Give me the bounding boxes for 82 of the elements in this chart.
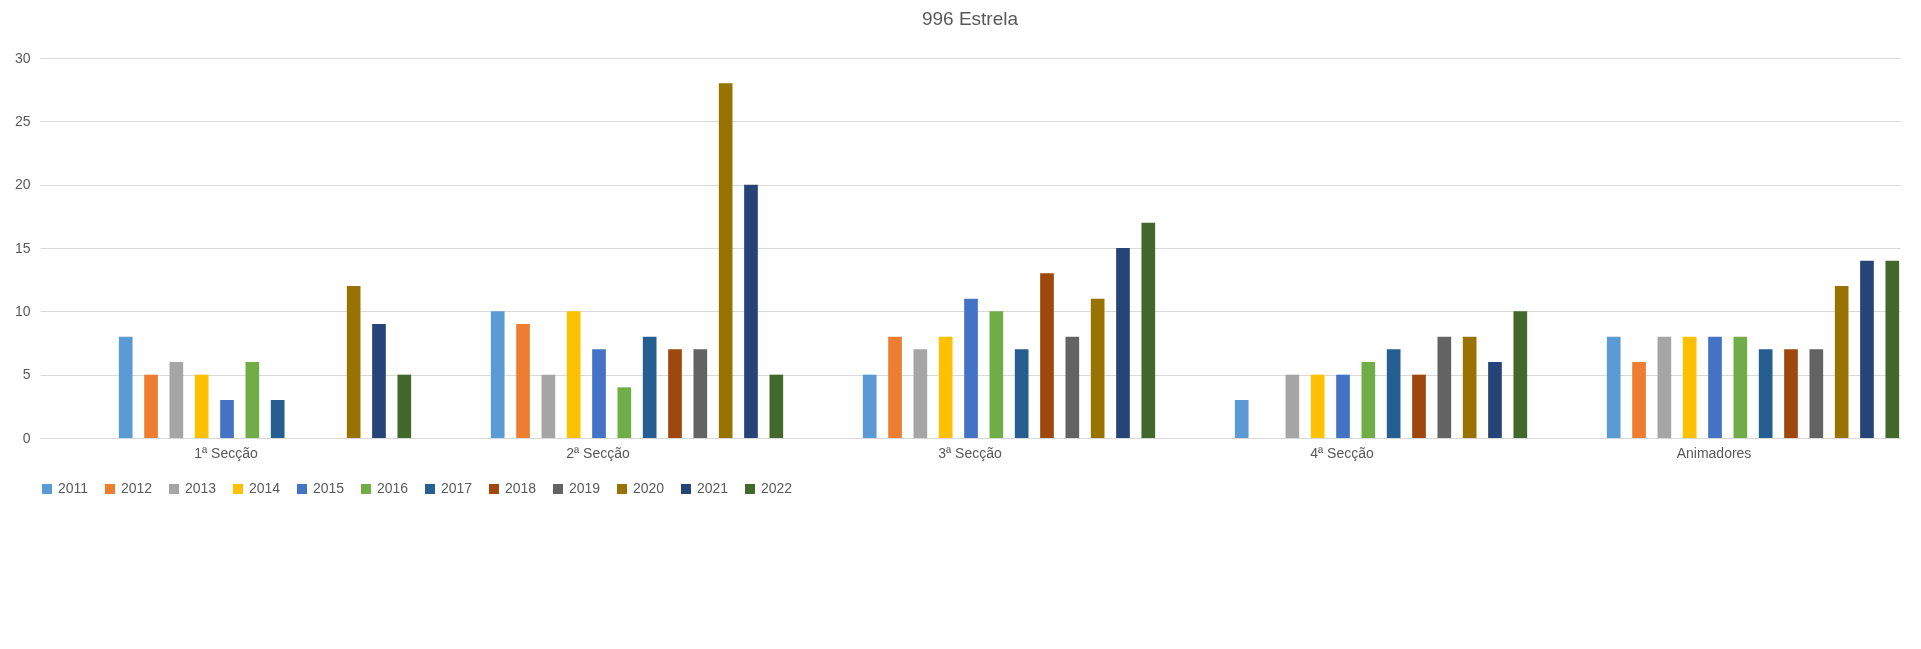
bar — [490, 311, 505, 438]
legend-label: 2020 — [633, 480, 665, 496]
legend-label: 2011 — [58, 480, 89, 496]
bar — [1733, 336, 1748, 438]
y-tick-label: 25 — [14, 112, 31, 129]
bar — [220, 400, 234, 438]
bar — [516, 324, 530, 438]
legend-label: 2021 — [697, 480, 729, 496]
bar — [566, 311, 581, 438]
bar — [346, 286, 361, 438]
bar — [118, 336, 133, 438]
bar — [372, 324, 386, 438]
bar — [718, 83, 733, 438]
bar — [1437, 336, 1452, 438]
bar — [1116, 248, 1130, 438]
bar — [642, 336, 657, 438]
bar — [938, 336, 953, 438]
bar — [964, 298, 978, 438]
bar — [1682, 336, 1697, 438]
y-tick-label: 15 — [14, 239, 31, 256]
bar — [862, 374, 877, 438]
bar — [1488, 362, 1502, 438]
bar — [1065, 336, 1080, 438]
x-tick-label: Animadores — [1676, 444, 1752, 461]
bar — [1708, 336, 1722, 438]
bar — [1513, 311, 1528, 438]
bar — [1412, 374, 1426, 438]
bar — [1310, 374, 1325, 438]
bar — [1386, 349, 1401, 438]
bar — [913, 349, 928, 438]
bar — [1090, 298, 1105, 438]
bar — [194, 374, 209, 438]
y-tick-label: 0 — [22, 429, 31, 446]
bar — [541, 374, 556, 438]
legend-label: 2013 — [185, 480, 217, 496]
y-tick-label: 5 — [22, 366, 31, 383]
legend-label: 2022 — [761, 480, 793, 496]
y-tick-label: 10 — [14, 302, 31, 319]
bar — [693, 349, 708, 438]
legend-label: 2016 — [377, 480, 409, 496]
bar — [1234, 400, 1249, 438]
x-tick-label: 2ª Secção — [566, 444, 630, 461]
bar — [668, 349, 682, 438]
bar — [1632, 362, 1646, 438]
bar — [1860, 260, 1874, 438]
y-tick-label: 20 — [14, 176, 31, 193]
bar — [1834, 286, 1849, 438]
bar — [1040, 273, 1054, 438]
bar — [1141, 222, 1156, 438]
legend-label: 2018 — [505, 480, 537, 496]
legend-label: 2019 — [569, 480, 601, 496]
bar — [617, 387, 632, 438]
legend-label: 2017 — [441, 480, 473, 496]
bar — [888, 336, 902, 438]
bar — [169, 362, 184, 438]
bar — [744, 184, 758, 438]
bar — [397, 374, 412, 438]
legend-label: 2014 — [249, 480, 281, 496]
bar — [1809, 349, 1824, 438]
bar — [144, 374, 158, 438]
bar — [245, 362, 260, 438]
y-tick-label: 30 — [14, 49, 31, 66]
bar — [769, 374, 784, 438]
bar — [270, 400, 285, 438]
x-tick-label: 3ª Secção — [938, 444, 1002, 461]
bar — [1285, 374, 1300, 438]
x-tick-label: 4ª Secção — [1310, 444, 1374, 461]
bar — [1336, 374, 1350, 438]
legend-label: 2012 — [121, 480, 153, 496]
bar — [1014, 349, 1029, 438]
bar — [989, 311, 1004, 438]
x-tick-label: 1ª Secção — [194, 444, 258, 461]
bar — [1462, 336, 1477, 438]
chart-title: 996 Estrela — [921, 8, 1019, 29]
bar — [1885, 260, 1900, 438]
bar — [1784, 349, 1798, 438]
bar — [1758, 349, 1773, 438]
bar — [1361, 362, 1376, 438]
bar — [1657, 336, 1672, 438]
legend-label: 2015 — [313, 480, 345, 496]
bar — [592, 349, 606, 438]
bar — [1606, 336, 1621, 438]
